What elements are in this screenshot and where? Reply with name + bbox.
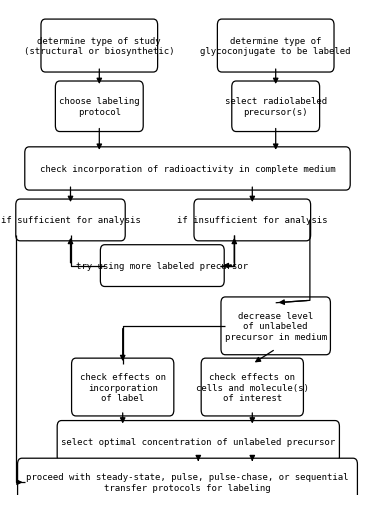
FancyBboxPatch shape (217, 20, 334, 73)
FancyBboxPatch shape (194, 199, 310, 241)
Text: determine type of study
(structural or biosynthetic): determine type of study (structural or b… (24, 36, 174, 57)
FancyBboxPatch shape (56, 82, 143, 132)
FancyBboxPatch shape (18, 459, 357, 505)
Text: if sufficient for analysis: if sufficient for analysis (1, 216, 140, 225)
Text: choose labeling
protocol: choose labeling protocol (59, 97, 140, 117)
Text: select radiolabeled
precursor(s): select radiolabeled precursor(s) (225, 97, 327, 117)
Text: check effects on
cells and molecule(s)
of interest: check effects on cells and molecule(s) o… (196, 372, 309, 402)
FancyBboxPatch shape (221, 297, 330, 355)
FancyBboxPatch shape (232, 82, 320, 132)
Text: proceed with steady-state, pulse, pulse-chase, or sequential
transfer protocols : proceed with steady-state, pulse, pulse-… (26, 473, 349, 492)
Text: check effects on
incorporation
of label: check effects on incorporation of label (80, 372, 166, 402)
FancyBboxPatch shape (25, 147, 350, 191)
Text: try using more labeled precursor: try using more labeled precursor (76, 262, 248, 271)
Text: determine type of
glycoconjugate to be labeled: determine type of glycoconjugate to be l… (201, 36, 351, 57)
Text: select optimal concentration of unlabeled precursor: select optimal concentration of unlabele… (61, 437, 335, 446)
FancyBboxPatch shape (72, 359, 174, 416)
Text: decrease level
of unlabeled
precursor in medium: decrease level of unlabeled precursor in… (225, 311, 327, 341)
FancyBboxPatch shape (100, 245, 224, 287)
FancyBboxPatch shape (201, 359, 303, 416)
FancyBboxPatch shape (16, 199, 125, 241)
FancyBboxPatch shape (57, 421, 339, 463)
Text: check incorporation of radioactivity in complete medium: check incorporation of radioactivity in … (40, 165, 335, 174)
Text: if insufficient for analysis: if insufficient for analysis (177, 216, 327, 225)
FancyBboxPatch shape (41, 20, 158, 73)
